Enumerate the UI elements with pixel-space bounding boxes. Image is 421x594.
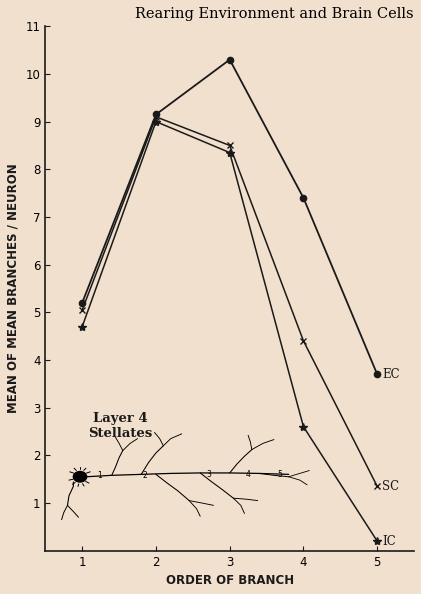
Text: 3: 3 <box>207 470 211 479</box>
Ellipse shape <box>73 472 87 482</box>
Text: IC: IC <box>382 535 396 548</box>
Text: 1: 1 <box>97 471 101 480</box>
Text: 5: 5 <box>277 470 282 479</box>
Y-axis label: MEAN OF MEAN BRANCHES / NEURON: MEAN OF MEAN BRANCHES / NEURON <box>7 163 20 413</box>
Text: Layer 4
Stellates: Layer 4 Stellates <box>88 412 153 440</box>
Text: EC: EC <box>382 368 400 381</box>
Title: Rearing Environment and Brain Cells: Rearing Environment and Brain Cells <box>135 7 413 21</box>
Text: 2: 2 <box>143 471 147 480</box>
Text: 4: 4 <box>246 470 250 479</box>
X-axis label: ORDER OF BRANCH: ORDER OF BRANCH <box>165 574 294 587</box>
Text: SC: SC <box>382 480 400 493</box>
